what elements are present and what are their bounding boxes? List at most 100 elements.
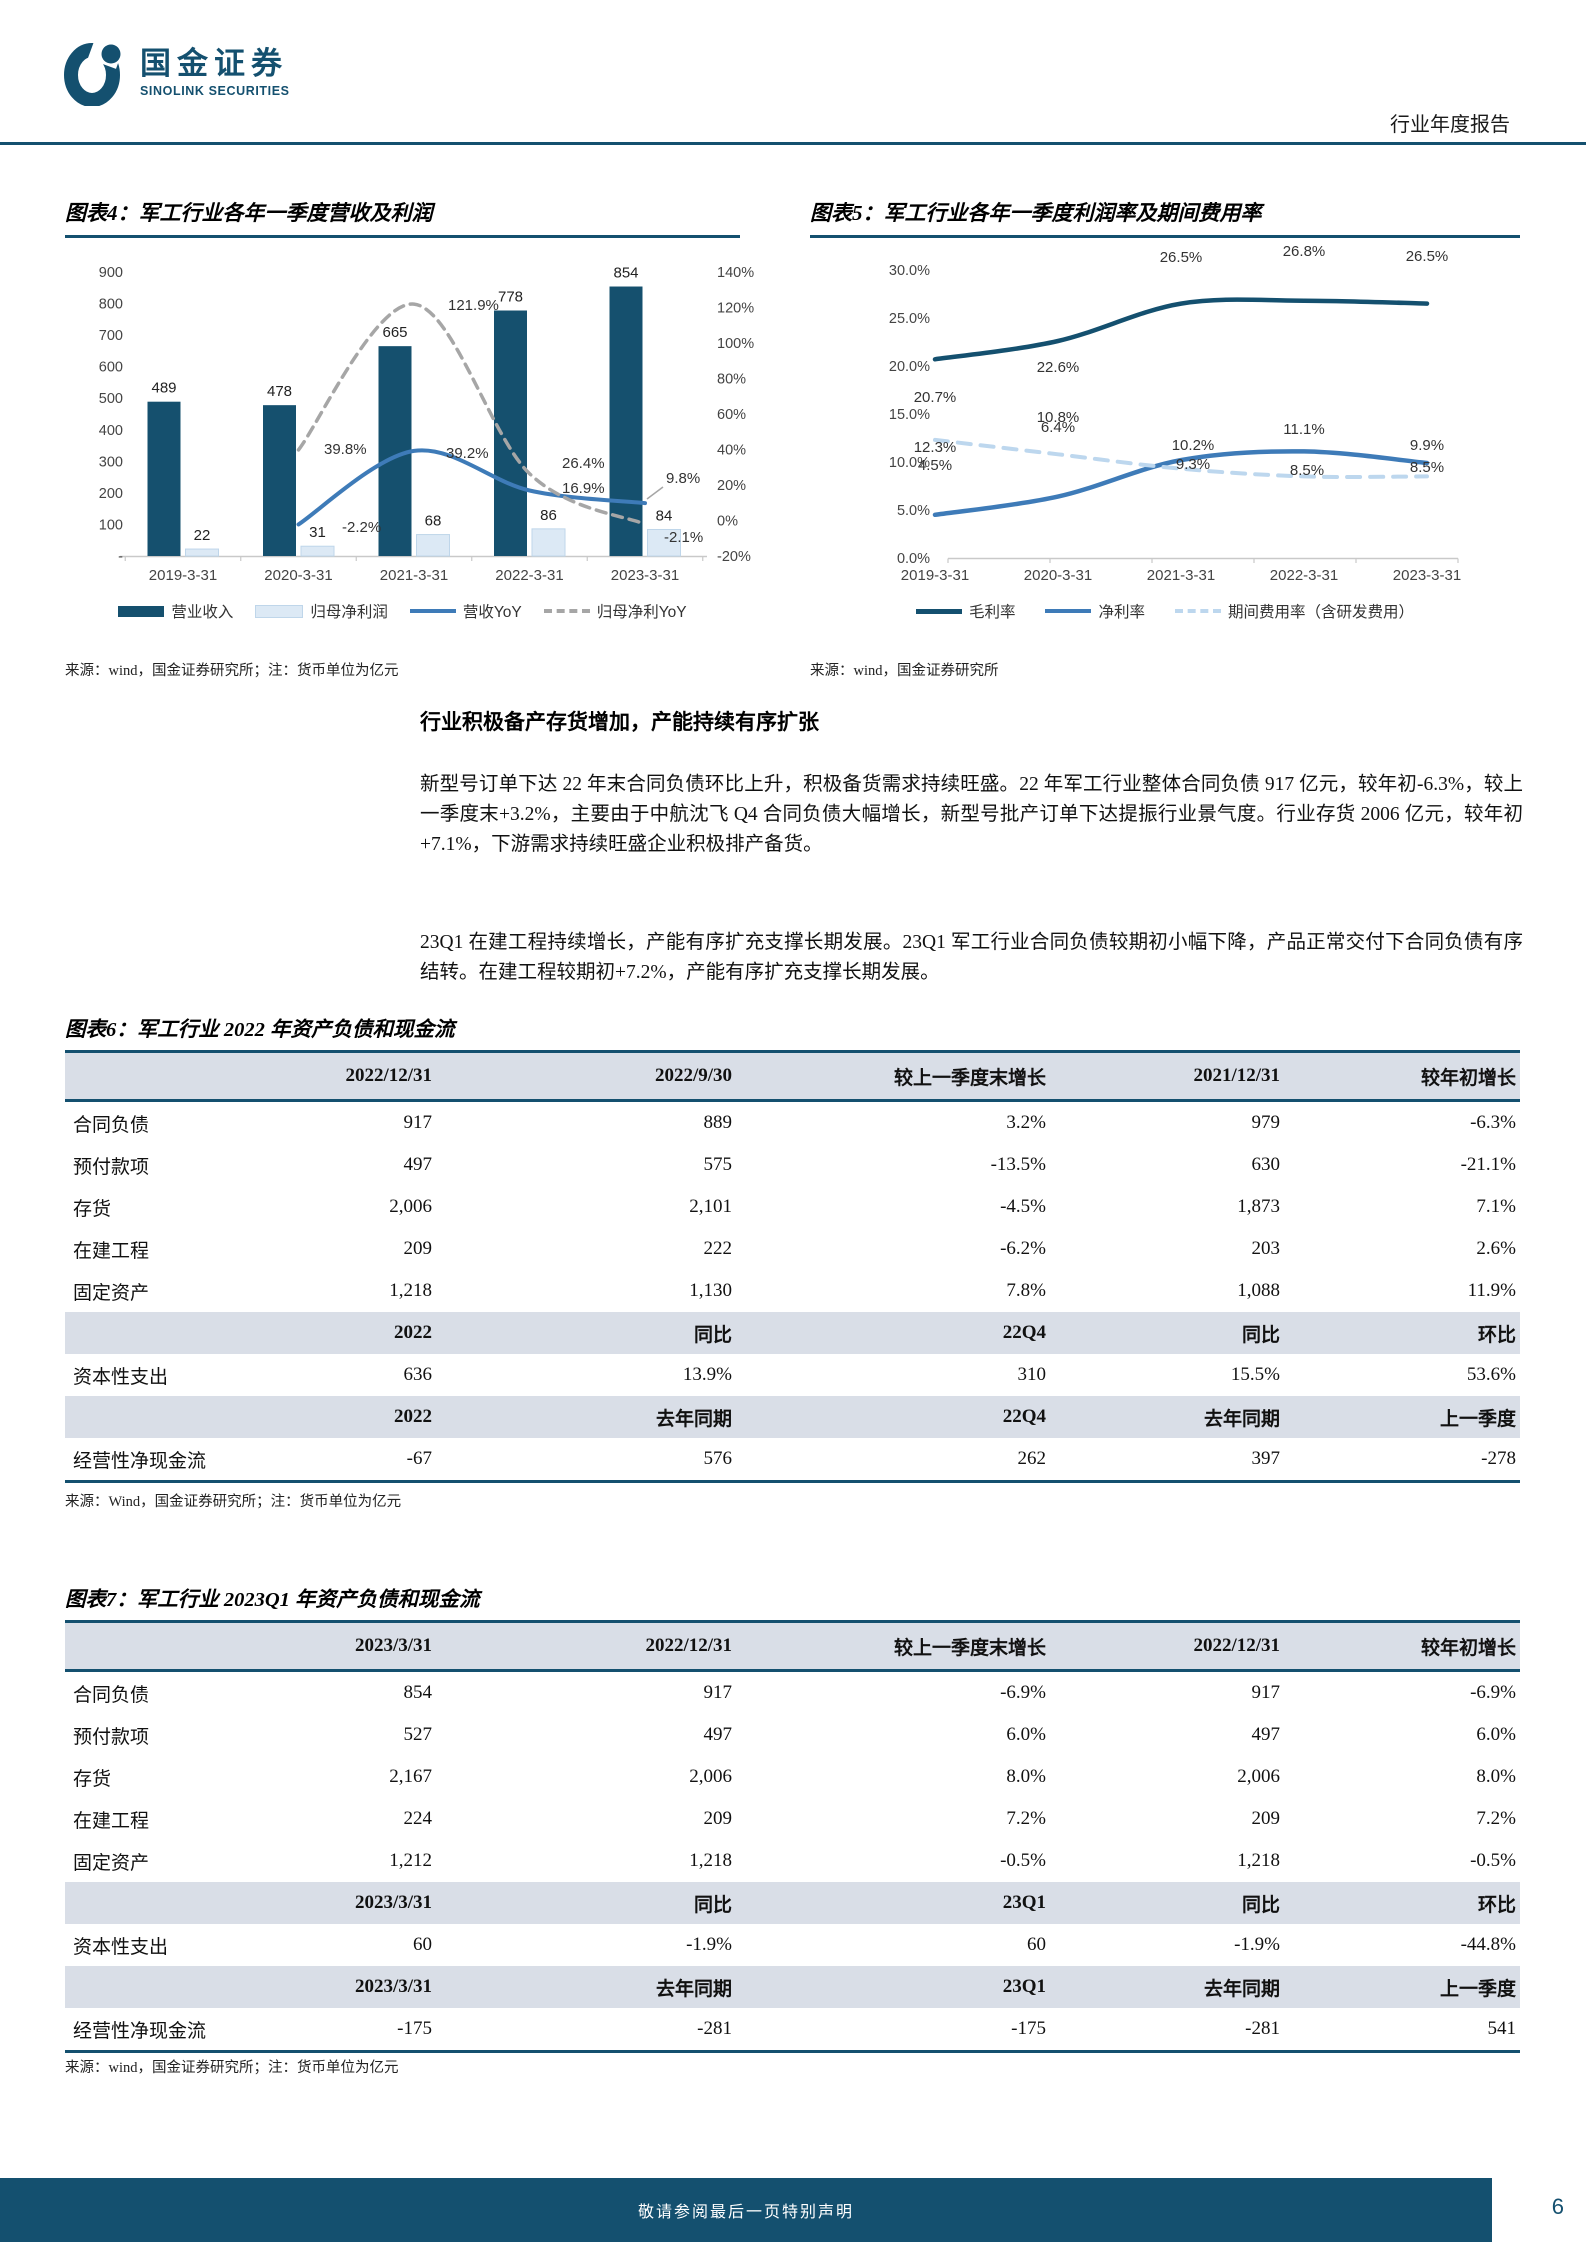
table-cell: 889 [703,1112,733,1133]
fig5-title-rule [810,235,1520,238]
table-cell: 2,167 [389,1766,432,1787]
legend-item: 归母净利YoY [543,600,687,622]
table-cell: 224 [403,1808,433,1829]
revenue-profit-bar-line-chart: 900 800 700 600 500 400 300 200 100 - 140% 120% 100%… [99,265,754,584]
svg-text:30.0%: 30.0% [889,263,930,279]
table-cell: 预付款项 [73,1726,150,1748]
table-cell: 7.2% [1476,1808,1516,1829]
table-cell: 2023/3/31 [285,1966,436,2008]
table-cell: 2022 [285,1396,436,1438]
table-cell [65,1966,285,2008]
legend-item: 净利率 [1045,600,1145,622]
table-cell: 2023/3/31 [285,1882,436,1924]
svg-text:2021-3-31: 2021-3-31 [380,567,448,584]
svg-text:11.1%: 11.1% [1283,421,1324,438]
svg-text:60%: 60% [717,407,746,423]
table-cell: -21.1% [1460,1154,1516,1175]
svg-text:700: 700 [99,328,123,344]
table-cell: 在建工程 [73,1240,150,1262]
svg-text:-2.2%: -2.2% [342,519,381,536]
table-cell: -44.8% [1460,1934,1516,1955]
svg-text:9.3%: 9.3% [1176,456,1210,473]
table-cell: -6.2% [1000,1238,1046,1259]
margin-expense-line-chart: 30.0% 25.0% 20.0% 15.0% 10.0% 5.0% 0.0%2019-3-… [889,243,1461,584]
column-header: 较上一季度末增长 [736,1051,1050,1102]
fig5-title: 图表5：军工行业各年一季度利润率及期间费用率 [810,201,1262,225]
table-cell: 1,212 [389,1850,432,1871]
column-header: 2021/12/31 [1050,1051,1284,1102]
svg-text:15.0%: 15.0% [889,407,930,423]
table-cell: 在建工程 [73,1810,150,1832]
svg-text:121.9%: 121.9% [448,297,499,314]
table-cell: 917 [1251,1682,1281,1703]
table7-source: 来源：wind，国金证券研究所；注：货币单位为亿元 [65,2060,399,2076]
column-header: 较年初增长 [1284,1051,1520,1102]
svg-text:22.6%: 22.6% [1037,359,1080,376]
table-subheader-row: 2023/3/31 去年同期 23Q1 去年同期 上一季度 [65,1966,1520,2008]
table-cell: 同比 [1050,1312,1284,1354]
table-cell: 存货 [73,1768,112,1790]
legend-item: 营收YoY [409,600,522,622]
svg-text:26.8%: 26.8% [1283,243,1326,260]
balance-cashflow-table-2023q1: 2023/3/31 2022/12/31 较上一季度末增长 2022/12/31 较年初… [65,1620,1520,2053]
table-cell: -6.9% [1470,1682,1516,1703]
table-cell: 22Q4 [736,1312,1050,1354]
table-cell: 575 [703,1154,733,1175]
svg-text:2023-3-31: 2023-3-31 [1393,567,1461,584]
table-cell: -1.9% [686,1934,732,1955]
table-cell: 497 [403,1154,433,1175]
svg-text:22: 22 [194,527,211,544]
table-cell: 合同负债 [73,1684,150,1706]
svg-text:200: 200 [99,486,123,502]
table-cell: 2,101 [689,1196,732,1217]
table-cell: 222 [703,1238,733,1259]
table-cell: 2,006 [389,1196,432,1217]
logo-en-text: SINOLINK SECURITIES [140,83,290,98]
table-cell: 497 [703,1724,733,1745]
table-cell: 1,218 [689,1850,732,1871]
svg-text:10.8%: 10.8% [1037,409,1080,426]
table-cell: 存货 [73,1198,112,1220]
table-cell: 630 [1251,1154,1281,1175]
table-cell: 2,006 [1237,1766,1280,1787]
table-cell: 310 [1017,1364,1047,1385]
table-header-row: 2023/3/31 2022/12/31 较上一季度末增长 2022/12/31 较年初… [65,1621,1520,1672]
svg-text:16.9%: 16.9% [562,480,605,497]
column-header: 2022/12/31 [436,1621,736,1672]
table-row: 资本性支出 636 13.9% 310 15.5% 53.6% [65,1354,1520,1396]
svg-text:26.4%: 26.4% [562,455,605,472]
column-header: 较年初增长 [1284,1621,1520,1672]
table-cell: 7.1% [1476,1196,1516,1217]
table-cell: 53.6% [1466,1364,1516,1385]
table-row: 在建工程 224 209 7.2% 209 7.2% [65,1798,1520,1840]
table-cell: 同比 [436,1882,736,1924]
table-cell: 13.9% [682,1364,732,1385]
svg-text:39.8%: 39.8% [324,441,367,458]
svg-text:300: 300 [99,454,123,470]
balance-cashflow-table-2022: 2022/12/31 2022/9/30 较上一季度末增长 2021/12/31 较年初… [65,1050,1520,1483]
table-row: 存货 2,006 2,101 -4.5% 1,873 7.1% [65,1186,1520,1228]
column-header: 较上一季度末增长 [736,1621,1050,1672]
column-header [65,1051,285,1102]
table-cell: 合同负债 [73,1114,150,1136]
table-cell: 917 [403,1112,433,1133]
svg-text:25.0%: 25.0% [889,311,930,327]
logo-cn-text: 国金证券 [140,45,288,81]
svg-text:0%: 0% [717,514,738,530]
table-cell: 15.5% [1230,1364,1280,1385]
table-cell: 上一季度 [1284,1966,1520,2008]
sinolink-logo-icon [64,38,125,106]
table-subheader-row: 2022 去年同期 22Q4 去年同期 上一季度 [65,1396,1520,1438]
table-cell: 60 [1027,1934,1046,1955]
svg-text:2019-3-31: 2019-3-31 [901,567,969,584]
svg-text:31: 31 [309,524,326,541]
table-cell: 2022 [285,1312,436,1354]
table-cell: 同比 [436,1312,736,1354]
table-cell: -13.5% [990,1154,1046,1175]
legend-swatch-icon [409,609,456,613]
table-cell: -278 [1481,1448,1516,1469]
column-header: 2022/12/31 [1050,1621,1284,1672]
table-cell: 979 [1251,1112,1281,1133]
table-cell: 资本性支出 [73,1936,169,1958]
table-cell: 636 [403,1364,433,1385]
